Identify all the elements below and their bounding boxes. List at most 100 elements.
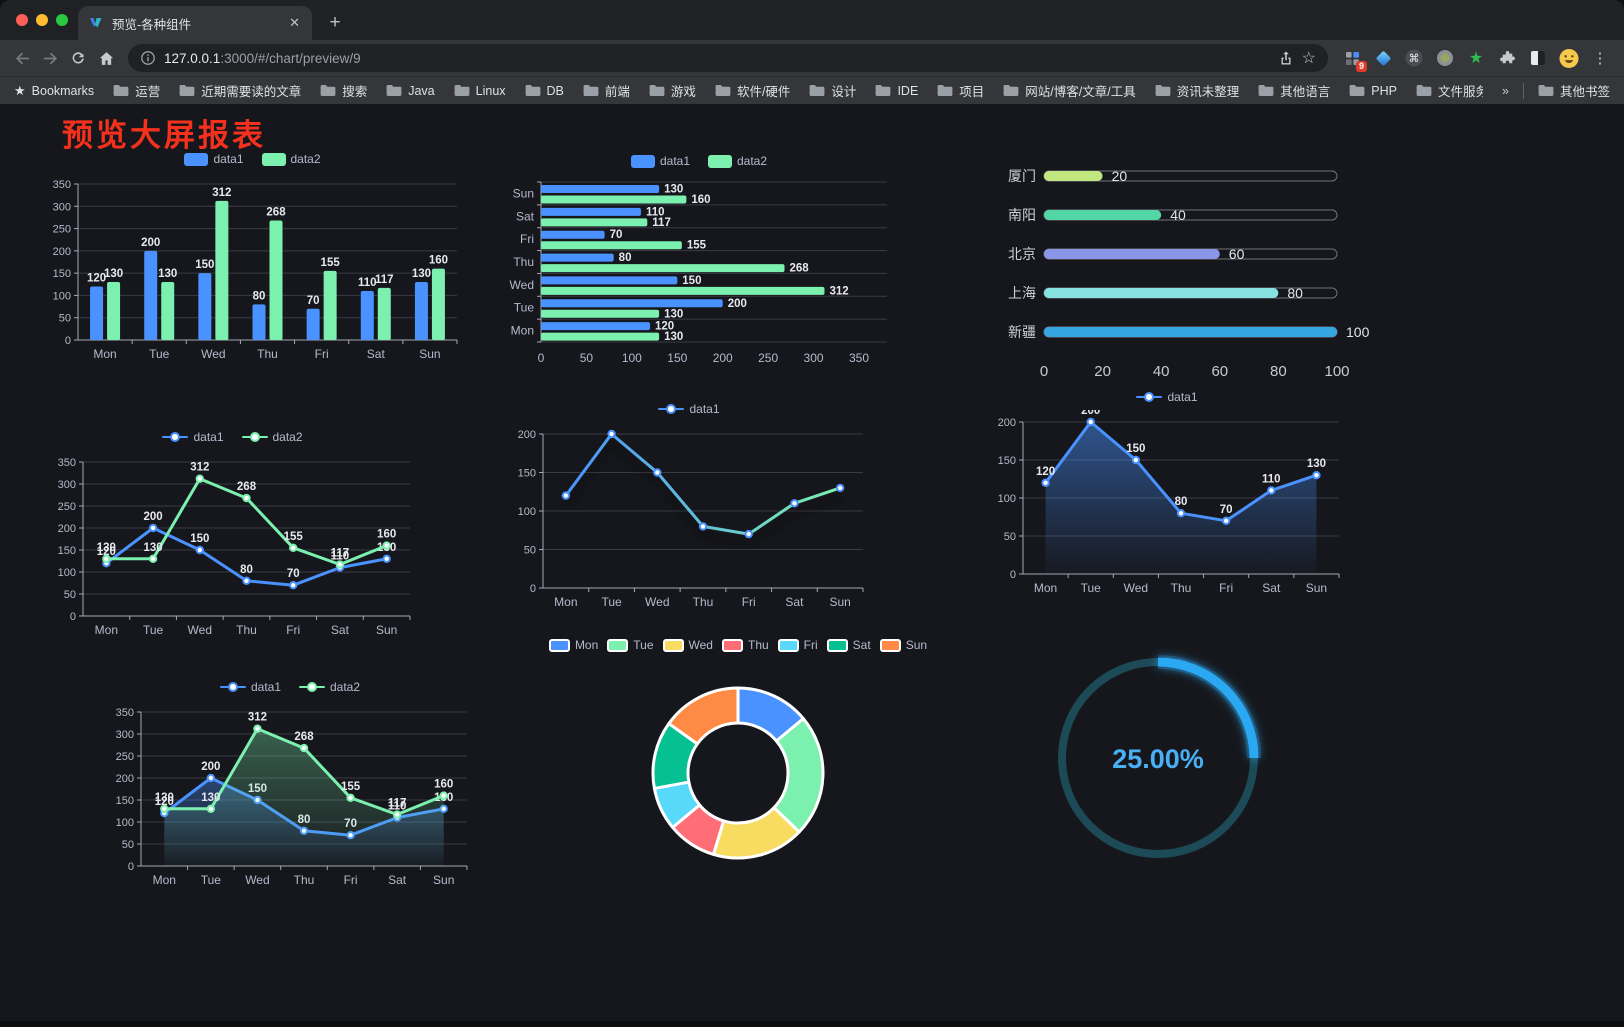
bookmark-folder[interactable]: 文件服务器	[1416, 81, 1483, 100]
bookmark-folder[interactable]: IDE	[875, 84, 918, 98]
reload-button[interactable]	[64, 44, 92, 72]
zoom-window-button[interactable]	[56, 14, 68, 26]
home-button[interactable]	[92, 44, 120, 72]
bookmark-folder[interactable]: 游戏	[649, 81, 696, 100]
dual-area-canvas[interactable]: 0 50 100 150 200 250 300 350 Mon Tue Wed Thu Fri Sat S…	[103, 700, 477, 892]
city-progress-bars-canvas[interactable]: 厦门 20 南阳 40 北京 60 上海 80 新疆 100 0 20 40 60 80 100	[992, 156, 1370, 388]
bookmark-folder[interactable]: 其他语言	[1258, 81, 1330, 100]
bookmark-label: DB	[546, 83, 564, 98]
url-host: 127.0.0.1	[164, 50, 221, 66]
dual-line-canvas[interactable]: 0 50 100 150 200 250 300 350 Mon Tue Wed Thu Fri Sat S…	[45, 450, 420, 642]
bookmark-folder[interactable]: 近期需要读的文章	[179, 81, 301, 100]
weekday-donut-canvas[interactable]	[548, 658, 928, 876]
forward-button[interactable]	[36, 44, 64, 72]
tab-close-button[interactable]: ✕	[289, 15, 300, 30]
pinned-extension-grid-icon[interactable]: 9	[1342, 48, 1367, 72]
bookmark-label: PHP	[1371, 83, 1397, 98]
legend-item[interactable]: Sun	[879, 638, 927, 652]
dual-line-chart[interactable]: data1 data2 0 50 100 150 200 250 300 350 Mon Tue Wed…	[45, 426, 420, 642]
svg-text:Mon: Mon	[153, 873, 176, 887]
percentage-gauge-chart[interactable]: 25.00%	[1046, 646, 1270, 870]
bookmark-star-icon[interactable]: ☆	[1301, 50, 1316, 67]
bookmark-folder[interactable]: Java	[386, 84, 435, 98]
single-area-chart[interactable]: data1 0 50 100 150 200 Mon Tue Wed Thu Fri Sat Sun 12…	[985, 386, 1349, 600]
bookmark-folder[interactable]: 运营	[113, 81, 160, 100]
legend-item[interactable]: Mon	[548, 638, 598, 652]
svg-text:160: 160	[377, 529, 396, 541]
legend-swatch	[548, 638, 570, 652]
bookmark-folder[interactable]: 项目	[937, 81, 984, 100]
svg-text:Tue: Tue	[514, 301, 535, 315]
dark-mode-extension-icon[interactable]	[1528, 48, 1548, 68]
dual-area-chart[interactable]: data1 data2 0 50 100 150 200 250 300 350 Mon Tue Wed…	[103, 676, 477, 892]
bookmark-folder[interactable]: DB	[525, 84, 564, 98]
green-star-extension-icon[interactable]: ★	[1468, 50, 1484, 67]
legend-item[interactable]: data2	[708, 154, 767, 168]
bookmark-folder[interactable]: 设计	[809, 81, 856, 100]
svg-text:155: 155	[687, 240, 707, 252]
bookmark-folder[interactable]: PHP	[1349, 84, 1397, 98]
bookmark-folder[interactable]: 前端	[583, 81, 630, 100]
grouped-bar-canvas[interactable]: 0 50 100 150 200 250 300 350 Mon Tue Wed Thu Fri Sat S…	[40, 172, 465, 366]
share-icon[interactable]	[1278, 50, 1294, 67]
svg-text:130: 130	[1307, 458, 1326, 470]
legend-item[interactable]: data1	[1136, 390, 1198, 404]
close-window-button[interactable]	[16, 14, 28, 26]
svg-text:150: 150	[190, 533, 209, 545]
minimize-window-button[interactable]	[36, 14, 48, 26]
bookmarks-root[interactable]: ★ Bookmarks	[14, 83, 94, 99]
percentage-gauge-canvas[interactable]: 25.00%	[1046, 646, 1270, 870]
legend-item[interactable]: Fri	[777, 638, 818, 652]
svg-text:70: 70	[307, 295, 320, 307]
legend-item[interactable]: Sat	[826, 638, 871, 652]
legend-label: data2	[737, 154, 768, 168]
svg-text:312: 312	[190, 462, 209, 474]
bookmark-folder[interactable]: 资讯未整理	[1155, 81, 1239, 100]
bookmarks-overflow-chevron[interactable]: »	[1502, 83, 1509, 98]
svg-text:70: 70	[1220, 504, 1233, 516]
legend-item[interactable]: data1	[184, 152, 244, 166]
profile-avatar[interactable]	[1559, 48, 1579, 68]
horizontal-bar-chart[interactable]: data1 data2 Sun Sat Fri Thu Wed Tue Mon 130 110 70 8…	[505, 150, 893, 368]
record-extension-icon[interactable]	[1435, 48, 1455, 68]
legend-item[interactable]: data1	[219, 680, 281, 694]
single-area-canvas[interactable]: 0 50 100 150 200 Mon Tue Wed Thu Fri Sat Sun 120 200 1…	[985, 410, 1349, 600]
bookmark-folder[interactable]: 搜索	[320, 81, 367, 100]
site-info-icon[interactable]	[140, 50, 156, 66]
legend-item[interactable]: data1	[630, 154, 690, 168]
address-bar[interactable]: 127.0.0.1:3000/#/chart/preview/9 ☆	[128, 44, 1328, 72]
svg-text:100: 100	[58, 567, 76, 579]
horizontal-grouped-bar-canvas[interactable]: Sun Sat Fri Thu Wed Tue Mon 130 110 70 80 150 200 120…	[505, 174, 893, 368]
new-tab-button[interactable]: +	[329, 12, 341, 33]
svg-text:130: 130	[104, 268, 123, 280]
svg-text:Sat: Sat	[367, 347, 386, 361]
legend-item[interactable]: data2	[261, 152, 321, 166]
svg-text:Thu: Thu	[693, 595, 714, 609]
gradient-line-canvas[interactable]: 0 50 100 150 200 Mon Tue Wed Thu Fri Sat Sun	[505, 422, 873, 614]
city-progress-chart[interactable]: 厦门 20 南阳 40 北京 60 上海 80 新疆 100 0 20 40 60 80 100	[992, 156, 1370, 388]
legend-item[interactable]: Tue	[607, 638, 654, 652]
legend-item[interactable]: data2	[241, 430, 303, 444]
legend-label: data2	[330, 680, 361, 694]
svg-text:北京: 北京	[1008, 246, 1036, 262]
weekday-donut-chart[interactable]: Mon Tue Wed Thu Fri Sat Sun	[548, 634, 928, 876]
extensions-puzzle-icon[interactable]	[1497, 48, 1517, 68]
bookmark-folder[interactable]: Linux	[454, 84, 506, 98]
bookmark-label: 搜索	[342, 85, 368, 99]
back-button[interactable]	[8, 44, 36, 72]
legend-item[interactable]: Thu	[721, 638, 769, 652]
browser-menu-button[interactable]: ⋮	[1592, 50, 1608, 67]
bookmark-folder[interactable]: 软件/硬件	[715, 81, 790, 100]
bookmark-folder[interactable]: 网站/博客/文章/工具	[1003, 81, 1136, 100]
other-bookmarks-folder[interactable]: 其他书签	[1538, 81, 1610, 100]
svg-text:50: 50	[580, 351, 594, 365]
gradient-line-chart[interactable]: data1 0 50 100 150 200 Mon Tue Wed Thu Fri Sat Sun	[505, 398, 873, 614]
legend-item[interactable]: data1	[658, 402, 720, 416]
legend-item[interactable]: data1	[162, 430, 224, 444]
legend-item[interactable]: Wed	[662, 638, 713, 652]
command-extension-icon[interactable]: ⌘	[1404, 48, 1424, 68]
grouped-bar-chart[interactable]: data1 data2 0 50 100 150 200 250 300 350 Mon Tue Wed…	[40, 148, 465, 366]
browser-tab[interactable]: 预览-各种组件 ✕	[78, 6, 312, 40]
legend-item[interactable]: data2	[299, 680, 360, 694]
diamond-extension-icon[interactable]	[1373, 48, 1393, 68]
